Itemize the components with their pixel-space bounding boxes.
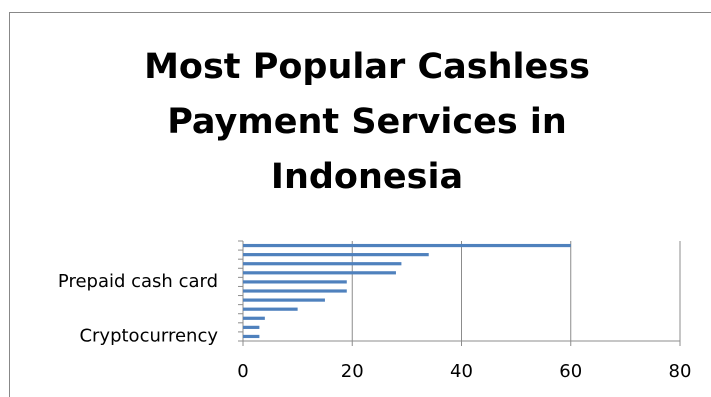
x-tick-label: 0 (237, 361, 248, 382)
bar (243, 307, 298, 311)
x-tick-label: 80 (669, 361, 692, 382)
x-tick-label: 40 (450, 361, 473, 382)
y-tick-label: Prepaid cash card (58, 271, 218, 292)
bar (243, 316, 265, 320)
x-tick-label: 20 (341, 361, 364, 382)
y-tick-label: Cryptocurrency (79, 325, 218, 346)
bar (243, 262, 402, 266)
chart-frame (9, 12, 711, 397)
bar (243, 271, 396, 275)
bar (243, 334, 260, 339)
bar (243, 289, 347, 293)
bar (243, 243, 571, 248)
bar (243, 298, 325, 302)
chart-title: Most Popular Cashless Payment Services i… (144, 47, 590, 197)
x-tick-label: 60 (559, 361, 582, 382)
bar (243, 253, 429, 257)
bar (243, 325, 260, 329)
bar (243, 280, 347, 284)
